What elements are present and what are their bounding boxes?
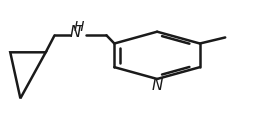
Text: N: N <box>69 25 80 40</box>
Text: N: N <box>152 78 163 93</box>
Text: H: H <box>73 20 84 34</box>
